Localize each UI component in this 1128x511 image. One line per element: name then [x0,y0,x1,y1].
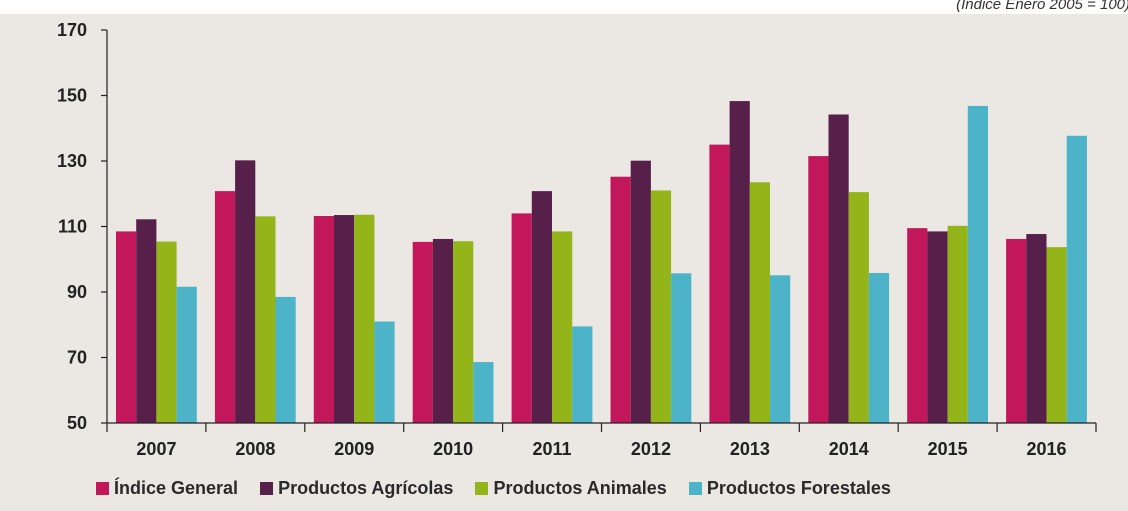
legend-item-indice-general: Índice General [96,478,238,499]
x-tick-label: 2012 [631,439,671,459]
legend-swatch [96,482,109,495]
legend-item-productos-forestales: Productos Forestales [688,478,891,499]
bar [473,362,494,423]
bar [650,190,672,423]
bar [749,182,770,423]
bar [610,176,631,423]
x-tick-label: 2013 [730,439,770,459]
y-tick-label: 130 [57,151,87,171]
x-tick-label: 2010 [433,439,473,459]
x-tick-label: 2008 [235,439,275,459]
legend-label: Índice General [114,478,239,498]
bar [671,273,692,423]
bar [432,238,454,423]
legend-item-productos-agricolas: Productos Agrícolas [260,478,453,499]
bar [1046,247,1067,423]
x-tick-label: 2015 [928,439,968,459]
bar [808,156,829,423]
legend-label: Productos Forestales [706,478,891,498]
bar [136,219,157,423]
bar [552,231,573,423]
x-tick-label: 2014 [829,439,869,459]
legend-swatch [260,482,274,495]
bar [511,213,532,423]
bar [848,192,869,423]
bar [531,191,552,423]
bar [1026,234,1047,423]
legend-swatch [475,482,489,495]
legend: Índice General Productos Agrícolas Produ… [96,478,891,499]
legend-item-productos-animales: Productos Animales [475,478,667,499]
bar [927,231,948,423]
bar [116,231,137,423]
bar [1066,135,1087,423]
bar [275,296,296,423]
x-tick-label: 2007 [136,439,176,459]
y-tick-label: 90 [67,282,87,302]
bar [729,101,750,423]
bar [828,114,849,424]
bar [354,214,375,423]
bar [630,160,651,424]
legend-label: Productos Animales [493,478,667,498]
y-tick-label: 170 [57,20,87,40]
bar [334,215,355,423]
index-base-note: (Índice Enero 2005 = 100) [956,0,1128,13]
y-tick-label: 150 [57,86,87,106]
bar [770,275,791,423]
bar [453,241,474,423]
bar [156,241,177,423]
bar [412,241,433,423]
bar [947,225,968,423]
bar [313,216,334,423]
y-tick-label: 50 [67,413,87,433]
bar [1006,238,1027,423]
bar [176,286,197,423]
x-tick-label: 2011 [533,439,572,459]
bar [709,144,730,423]
legend-label: Productos Agrícolas [278,478,454,498]
x-tick-label: 2009 [334,439,374,459]
bar [214,191,236,423]
legend-swatch [688,482,702,495]
y-tick-label: 110 [58,217,87,237]
bar [235,160,256,423]
x-tick-label: 2016 [1027,439,1067,459]
bar [374,321,395,423]
bar [967,105,988,423]
bar [868,273,890,423]
bar [907,228,928,423]
bar [572,326,593,423]
bar [255,216,276,423]
y-tick-label: 70 [67,348,87,368]
